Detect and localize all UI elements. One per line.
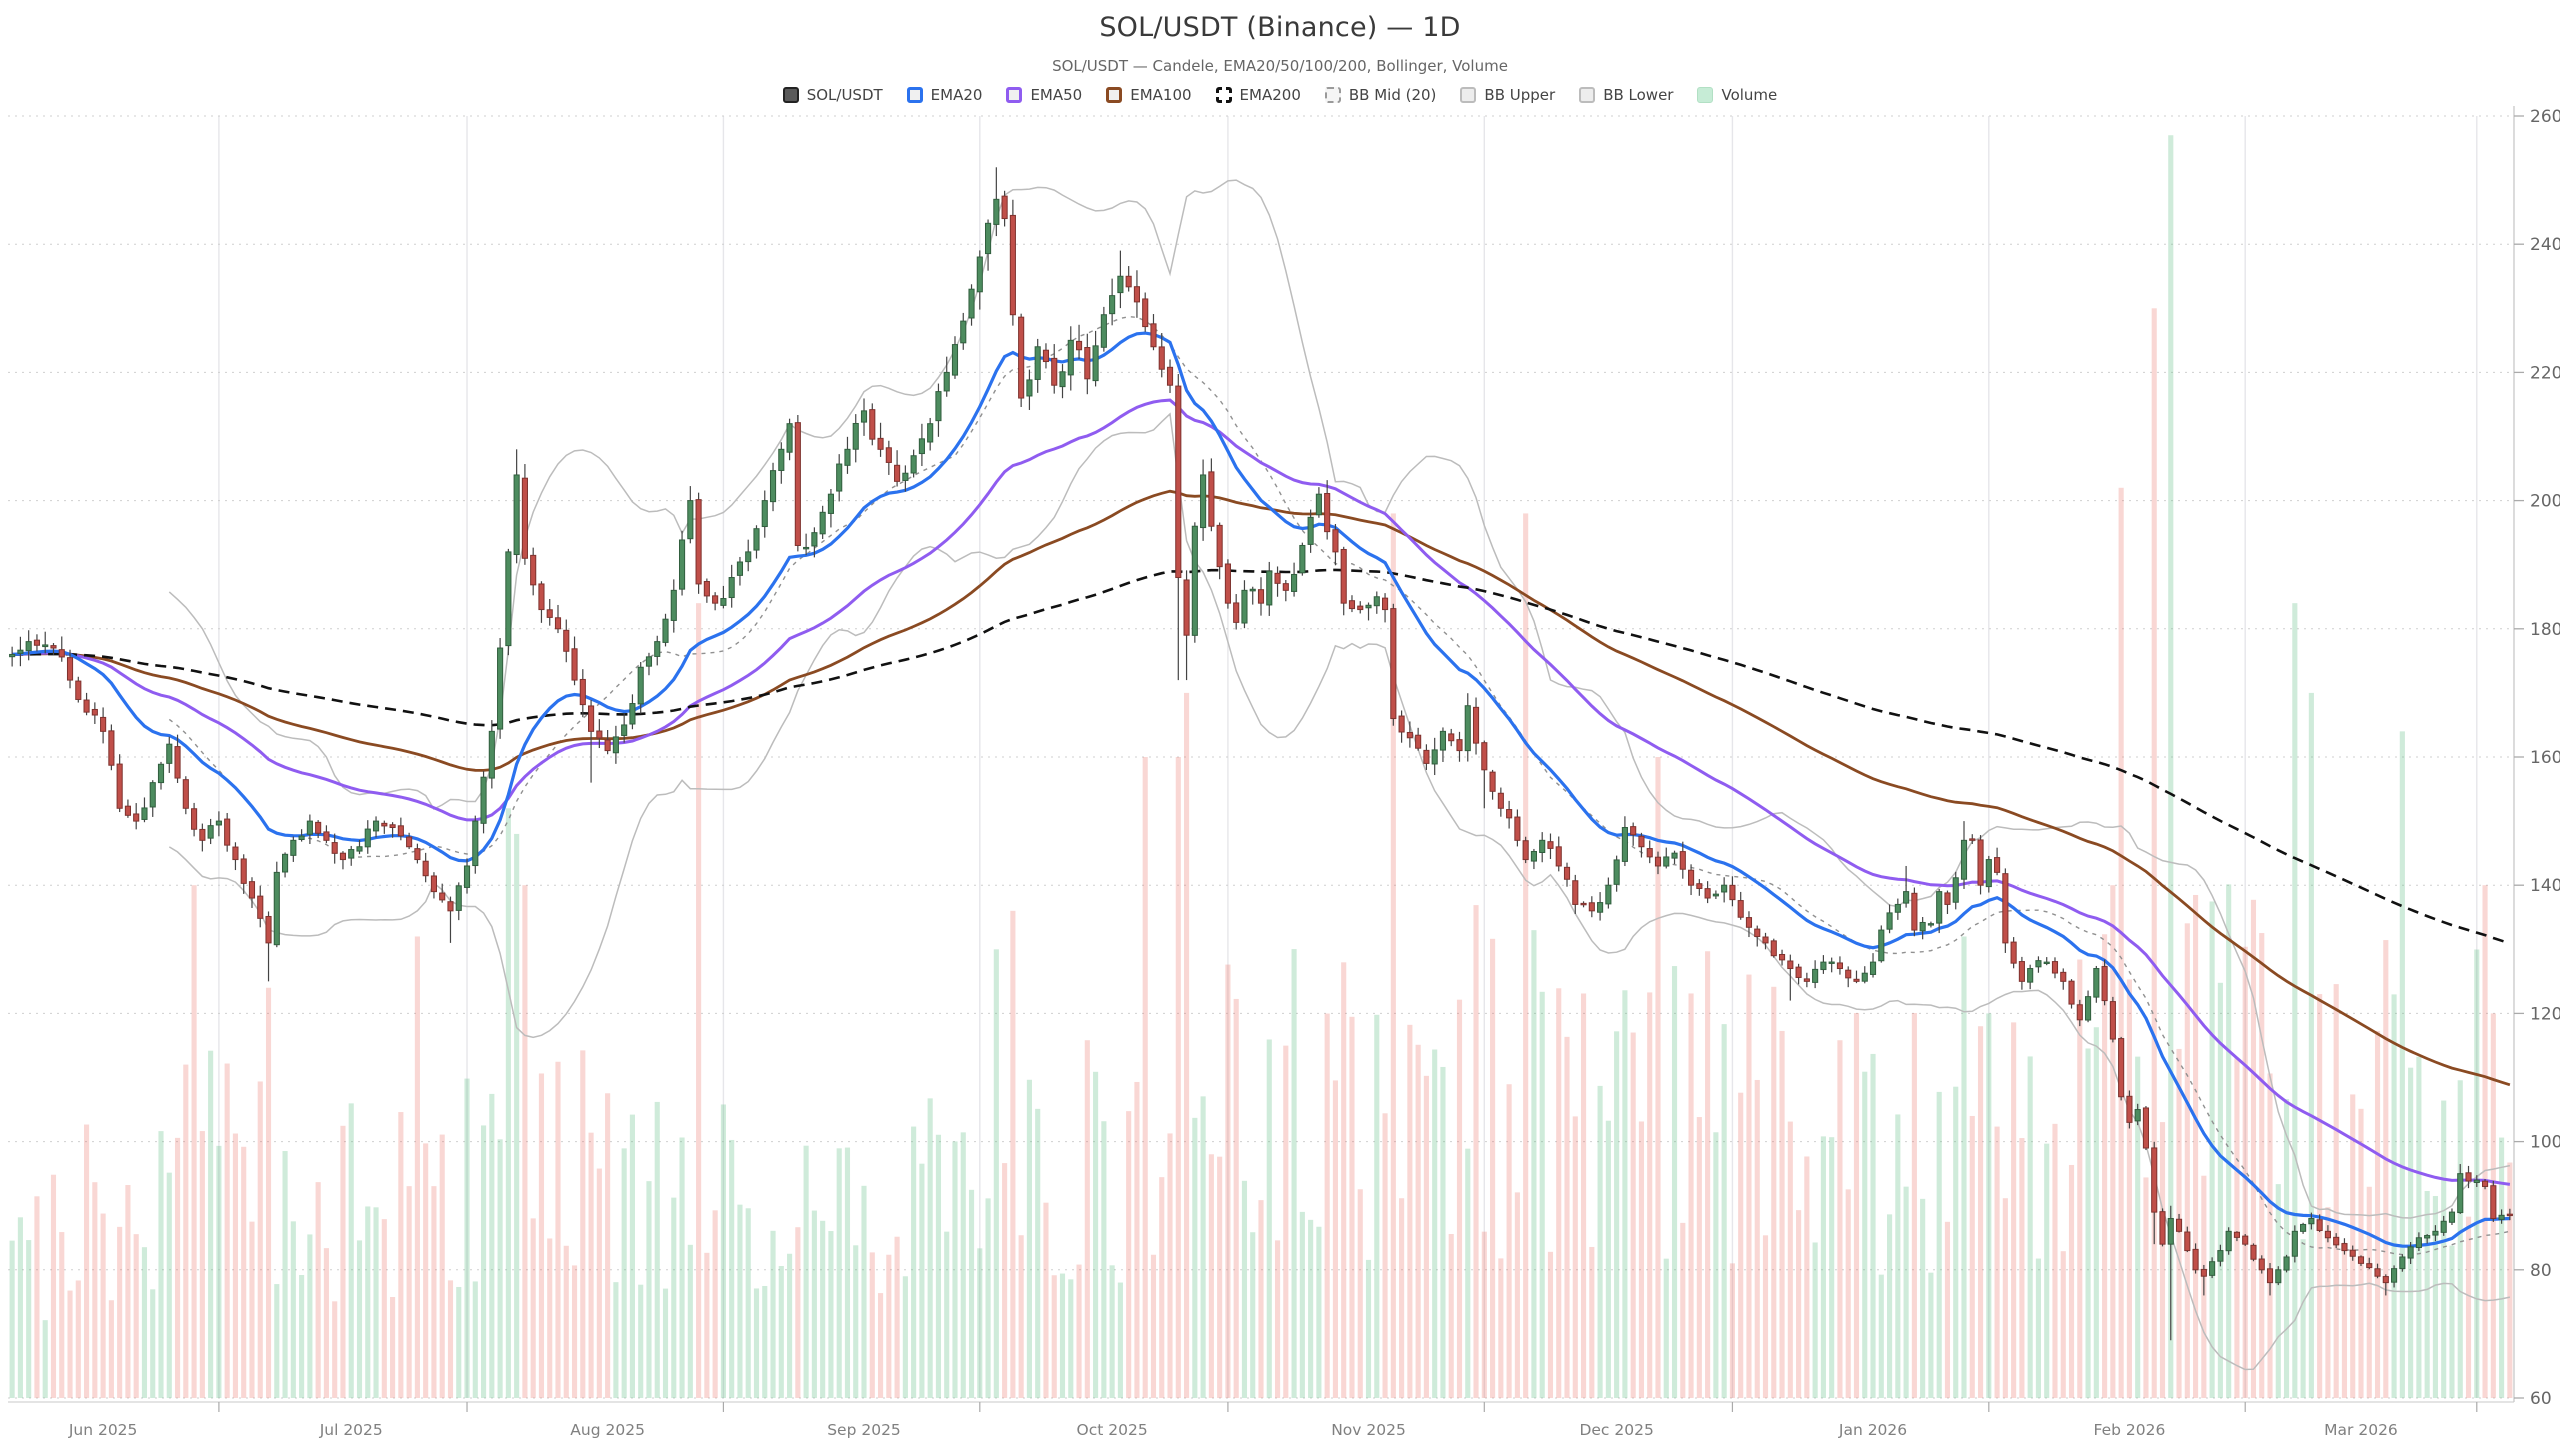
svg-text:100: 100 — [2530, 1133, 2560, 1153]
svg-text:220: 220 — [2530, 363, 2560, 383]
x-axis-label: Aug 2025 — [570, 1421, 645, 1439]
x-axis-label: Sep 2025 — [827, 1421, 901, 1439]
x-axis-label: Feb 2026 — [2094, 1421, 2166, 1439]
x-axis-label: Jul 2025 — [319, 1421, 383, 1439]
svg-text:80: 80 — [2530, 1261, 2552, 1281]
svg-text:240: 240 — [2530, 235, 2560, 255]
x-axis-label: Jan 2026 — [1838, 1421, 1907, 1439]
svg-text:180: 180 — [2530, 620, 2560, 640]
svg-text:260: 260 — [2530, 107, 2560, 127]
x-axis-label: Jun 2025 — [68, 1421, 138, 1439]
x-axis-label: Dec 2025 — [1579, 1421, 1653, 1439]
svg-text:160: 160 — [2530, 748, 2560, 768]
svg-text:120: 120 — [2530, 1004, 2560, 1024]
x-axis-label: Oct 2025 — [1077, 1421, 1148, 1439]
x-axis-label: Nov 2025 — [1331, 1421, 1406, 1439]
svg-text:200: 200 — [2530, 492, 2560, 512]
x-axis-label: Mar 2026 — [2324, 1421, 2398, 1439]
svg-text:140: 140 — [2530, 876, 2560, 896]
svg-text:60: 60 — [2530, 1389, 2552, 1409]
